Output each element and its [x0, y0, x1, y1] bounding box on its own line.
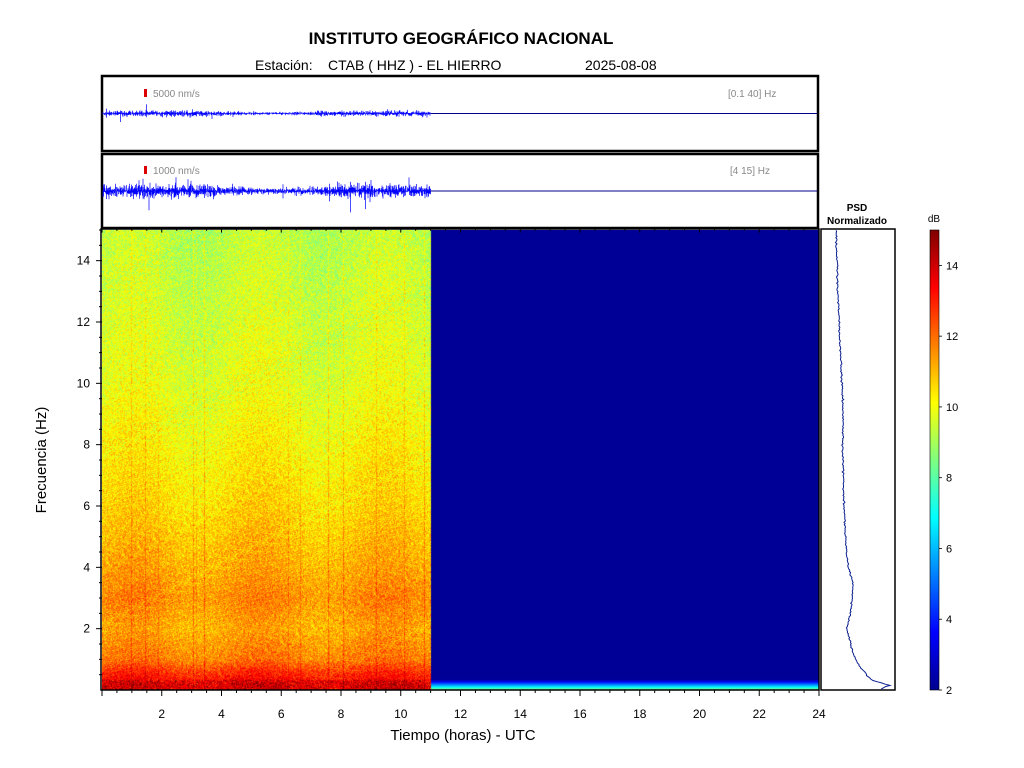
waveform-signal	[102, 177, 431, 213]
colorbar-tick-label: 2	[946, 685, 952, 697]
colorbar-tick-label: 6	[946, 543, 952, 555]
station-name: CTAB ( HHZ ) - EL HIERRO	[328, 57, 502, 73]
colorbar-tick-labels: 2 4 6 8 10 12 14	[939, 260, 958, 697]
band-label-2: [4 15] Hz	[730, 166, 770, 177]
waveform-trace-filtered	[102, 177, 817, 213]
psd-panel: PSD Normalizado	[820, 203, 896, 691]
x-tick-label: 24	[812, 707, 826, 721]
colorbar-gradient	[929, 229, 940, 691]
x-tick-label: 12	[454, 707, 468, 721]
colorbar-panel: dB 2 4 6 8 10 12 14	[928, 214, 958, 697]
x-tick-label: 14	[514, 707, 528, 721]
scale-label-1: 5000 nm/s	[153, 89, 200, 100]
x-axis-label: Tiempo (horas) - UTC	[390, 727, 535, 744]
colorbar-tick-label: 8	[946, 473, 952, 485]
x-tick-label: 4	[218, 707, 225, 721]
x-tick-label: 20	[693, 707, 707, 721]
waveform-trace-broadband	[102, 104, 817, 122]
waveform-panel-filtered: 1000 nm/s [4 15] Hz	[100, 152, 820, 230]
y-tick-label: 6	[83, 499, 90, 513]
x-tick-labels: 2 4 6 8 10 12 14 16 18 20 22 24	[158, 707, 826, 721]
psd-title-line-1: PSD	[847, 203, 868, 214]
colorbar-tick-label: 12	[946, 331, 958, 343]
waveform-signal	[102, 104, 431, 122]
x-tick-label: 16	[573, 707, 587, 721]
y-tick-labels: 2 4 6 8 10 12 14	[77, 254, 91, 636]
y-axis-label: Frecuencia (Hz)	[33, 407, 50, 514]
y-tick-label: 14	[77, 254, 91, 268]
x-tick-label: 22	[753, 707, 767, 721]
waveform-panel-broadband: 5000 nm/s [0.1 40] Hz	[100, 74, 820, 153]
colorbar-unit-label: dB	[928, 214, 941, 225]
y-tick-label: 2	[83, 622, 90, 636]
y-tick-label: 12	[77, 315, 91, 329]
band-label-1: [0.1 40] Hz	[728, 89, 776, 100]
colorbar-tick-label: 14	[946, 260, 958, 272]
y-tick-label: 8	[83, 438, 90, 452]
figure-title: INSTITUTO GEOGRÁFICO NACIONAL	[309, 29, 614, 48]
colorbar-tick-label: 10	[946, 402, 958, 414]
x-tick-label: 6	[278, 707, 285, 721]
x-tick-label: 2	[158, 707, 165, 721]
scale-bar-2-icon	[144, 166, 147, 174]
colorbar-tick-label: 4	[946, 614, 952, 626]
scale-bar-1-icon	[144, 89, 147, 97]
y-tick-label: 4	[83, 560, 90, 574]
y-tick-label: 10	[77, 376, 91, 390]
scale-label-2: 1000 nm/s	[153, 166, 200, 177]
x-tick-label: 18	[633, 707, 647, 721]
station-prefix: Estación:	[255, 57, 313, 73]
psd-curve	[834, 230, 892, 690]
spectrogram-image	[102, 230, 819, 690]
psd-frame	[820, 228, 896, 691]
date-label: 2025-08-08	[585, 57, 657, 73]
x-tick-label: 10	[394, 707, 408, 721]
psd-title-line-2: Normalizado	[827, 216, 887, 227]
spectrogram-ticks	[96, 229, 820, 696]
x-tick-label: 8	[338, 707, 345, 721]
